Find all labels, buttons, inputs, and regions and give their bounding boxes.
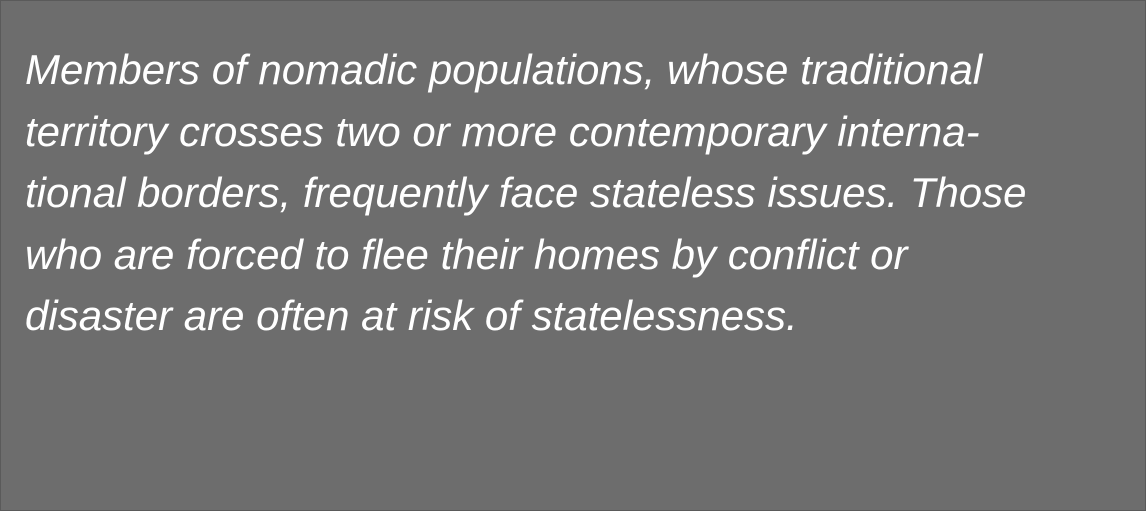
paragraph-line: territory crosses two or more contempora…	[25, 107, 980, 155]
paragraph-line: tional borders, frequently face stateles…	[25, 169, 1027, 216]
paragraph-line: Members of nomadic populations, whose tr…	[25, 46, 983, 93]
paragraph-line: who are forced to flee their homes by co…	[25, 230, 908, 278]
statelessness-paragraph: Members of nomadic populations, whose tr…	[25, 39, 1027, 347]
paragraph-line: disaster are often at risk of statelessn…	[25, 292, 798, 339]
